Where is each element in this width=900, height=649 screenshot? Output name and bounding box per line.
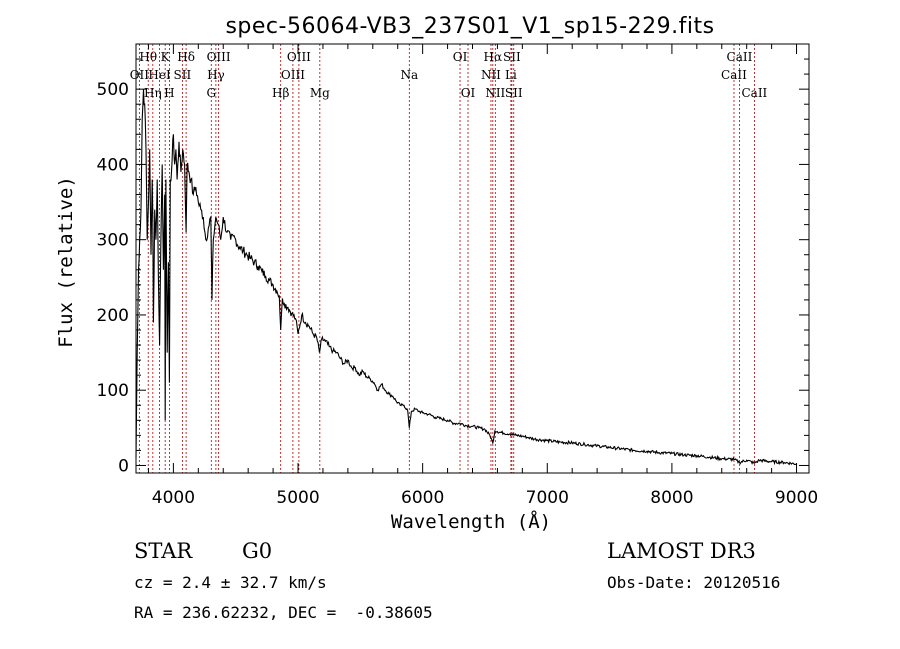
line-label-0: Hθ [139,50,157,64]
line-label-4: K [161,50,171,64]
y-tick-label-400: 400 [97,155,129,175]
redshift-value: cz = 2.4 ± 32.7 km/s [134,573,327,592]
x-tick-label-4000: 4000 [152,488,195,508]
axis-ticks: 4000 5000 6000 7000 8000 9000 0 100 200 300 400 500 [97,43,818,508]
survey-name: LAMOST DR3 [607,539,756,563]
line-label-18: NII [481,68,501,82]
line-label-6: SII [174,68,192,82]
line-label-23: SII [505,86,523,100]
line-label-25: CaII [727,50,753,64]
line-label-17: OI [461,86,476,100]
line-label-20: NII [485,86,505,100]
plot-frame [135,43,810,474]
line-label-8: G [206,86,216,100]
line-label-9: Hγ [207,68,225,82]
object-type: STAR [134,539,193,563]
line-label-7: Hδ [177,50,195,64]
chart-title: spec-56064-VB3_237S01_V1_sp15-229.fits [225,14,714,39]
x-tick-label-7000: 7000 [526,488,569,508]
line-label-14: Mg [310,86,330,100]
line-label-12: OIII [281,68,305,82]
coordinates: RA = 236.62232, DEC = -0.38605 [134,603,433,622]
x-tick-label-8000: 8000 [650,488,693,508]
x-tick-label-5000: 5000 [276,488,319,508]
x-tick-label-9000: 9000 [775,488,818,508]
line-label-22: Li [505,68,517,82]
x-axis-label: Wavelength (Å) [391,510,551,533]
line-label-16: OI [453,50,468,64]
emission-line-markers: HθOIIHηHeIKHSIIHδGHγOIIIHβOIIIOIIIMgNaOI… [130,44,768,473]
y-tick-label-500: 500 [97,80,129,100]
line-label-5: H [164,86,174,100]
line-label-24: CaII [721,68,747,82]
observation-date: Obs-Date: 20120516 [607,573,781,592]
line-label-26: CaII [741,86,767,100]
y-axis-label: Flux (relative) [55,176,77,348]
y-tick-label-100: 100 [97,381,129,401]
line-label-3: HeI [148,68,171,82]
line-label-19: Hα [484,50,503,64]
x-tick-label-6000: 6000 [401,488,444,508]
y-tick-label-300: 300 [97,231,129,251]
line-label-15: Na [400,68,418,82]
line-label-11: Hβ [272,86,289,100]
line-label-1: OII [130,68,150,82]
line-label-2: Hη [144,86,162,100]
spectrum-line [135,89,797,466]
line-label-13: OIII [287,50,311,64]
y-tick-label-200: 200 [97,306,129,326]
line-label-21: SII [503,50,521,64]
spectral-subclass: G0 [242,539,273,563]
y-tick-label-0: 0 [118,456,129,476]
line-label-10: OIII [207,50,231,64]
